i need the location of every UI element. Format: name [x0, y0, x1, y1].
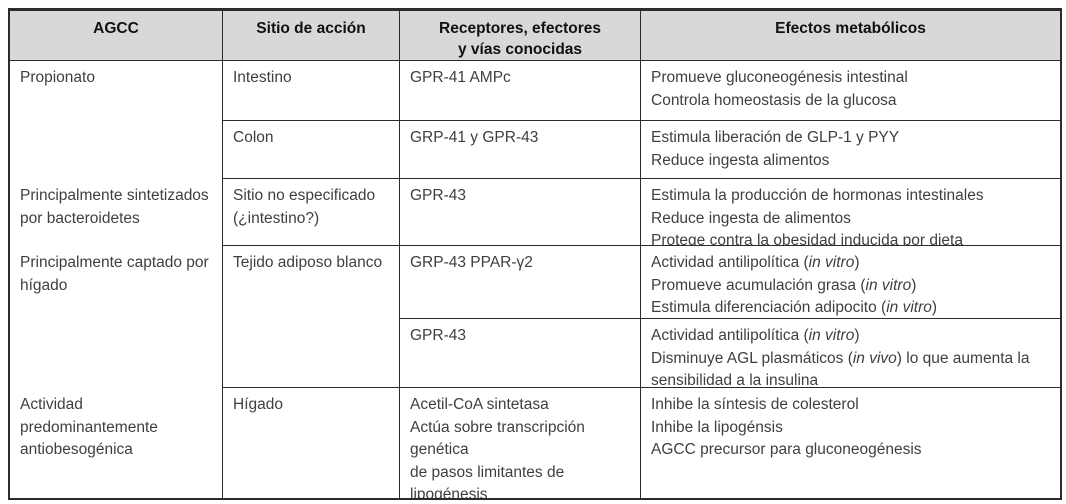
- cell-efectos-antilipolitica-invitro: Actividad antilipolítica (in vitro) Promu…: [640, 245, 1060, 318]
- agcc-sintetizados-bacteroidetes: Principalmente sintetizados por bacteroid…: [20, 187, 209, 227]
- header-efectos-metabolicos: Efectos metabólicos: [640, 11, 1060, 60]
- cell-sitio-higado: Hígado: [222, 387, 399, 498]
- header-agcc: AGCC: [10, 11, 222, 60]
- agcc-captado-higado: Principalmente captado por hígado: [20, 254, 209, 294]
- cell-receptor-grp43-b: GPR-43: [399, 318, 640, 387]
- header-sitio-de-accion: Sitio de acción: [222, 11, 399, 60]
- cell-efectos-glp1-pyy: Estimula liberación de GLP-1 y PYY Reduce…: [640, 120, 1060, 178]
- cell-receptor-grp41-gpr43: GRP-41 y GPR-43: [399, 120, 640, 178]
- agcc-table: AGCC Sitio de acción Receptores, efector…: [8, 8, 1062, 500]
- cell-sitio-intestino: Intestino: [222, 60, 399, 120]
- cell-efectos-hormonas-intestinales: Estimula la producción de hormonas intes…: [640, 178, 1060, 245]
- header-receptores-efectores: Receptores, efectores y vías conocidas: [399, 11, 640, 60]
- column-agcc: Propionato Principalmente sintetizados po…: [10, 60, 222, 498]
- cell-sitio-no-especificado: Sitio no especificado (¿intestino?): [222, 178, 399, 245]
- cell-receptor-acetil-coa: Acetil-CoA sintetasa Actúa sobre transcri…: [399, 387, 640, 498]
- cell-sitio-tejido-adiposo: Tejido adiposo blanco: [222, 245, 399, 387]
- cell-receptor-gpr43-a: GPR-43: [399, 178, 640, 245]
- cell-efectos-gluconeogenesis: Promueve gluconeogénesis intestinal Contr…: [640, 60, 1060, 120]
- agcc-antiobesogenica: Actividad predominantemente antiobesogéni…: [20, 396, 158, 458]
- cell-efectos-colesterol: Inhibe la síntesis de colesterol Inhibe l…: [640, 387, 1060, 498]
- cell-receptor-gpr41-ampc: GPR-41 AMPc: [399, 60, 640, 120]
- cell-sitio-colon: Colon: [222, 120, 399, 178]
- agcc-label-grid: Propionato Principalmente sintetizados po…: [10, 61, 222, 498]
- cell-efectos-agl-plasmaticos: Actividad antilipolítica (in vitro) Dismi…: [640, 318, 1060, 387]
- cell-receptor-grp43-ppar: GRP-43 PPAR-γ2: [399, 245, 640, 318]
- agcc-propionato: Propionato: [20, 69, 95, 86]
